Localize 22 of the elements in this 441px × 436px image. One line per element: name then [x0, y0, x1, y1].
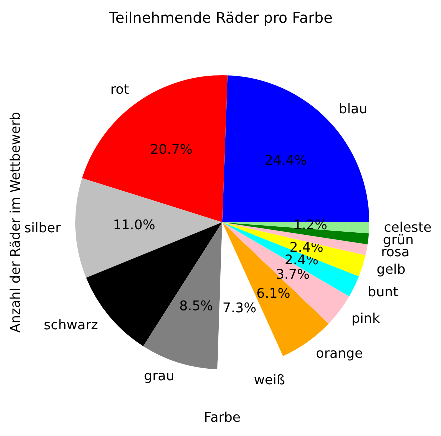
text: Farbe	[204, 411, 241, 426]
slice-label: pink	[352, 312, 380, 328]
data-label: 6.1%	[256, 286, 291, 302]
text: Anzahl der Räder im Wettbewerb	[9, 112, 24, 333]
slice-label: gelb	[376, 263, 406, 278]
slice-label: weiß	[254, 374, 286, 389]
chart-title: Teilnehmende Räder pro Farbe	[108, 10, 333, 27]
slice-label: grün	[383, 233, 414, 248]
slice-label: schwarz	[44, 318, 98, 334]
slice-label: grau	[144, 369, 175, 384]
data-label: 7.3%	[222, 302, 257, 316]
slice-label: rot	[110, 82, 130, 98]
data-label: 1.2%	[294, 218, 328, 234]
slice-label: blau	[338, 102, 368, 118]
slice-label: bunt	[368, 286, 398, 301]
data-label: 3.7%	[276, 268, 310, 284]
data-label: 20.7%	[150, 142, 193, 158]
data-label: 8.5%	[179, 299, 214, 314]
slice-label: orange	[316, 346, 364, 362]
slice-label: silber	[24, 222, 62, 237]
data-label: 11.0%	[113, 218, 156, 234]
data-label: 24.4%	[264, 154, 308, 169]
